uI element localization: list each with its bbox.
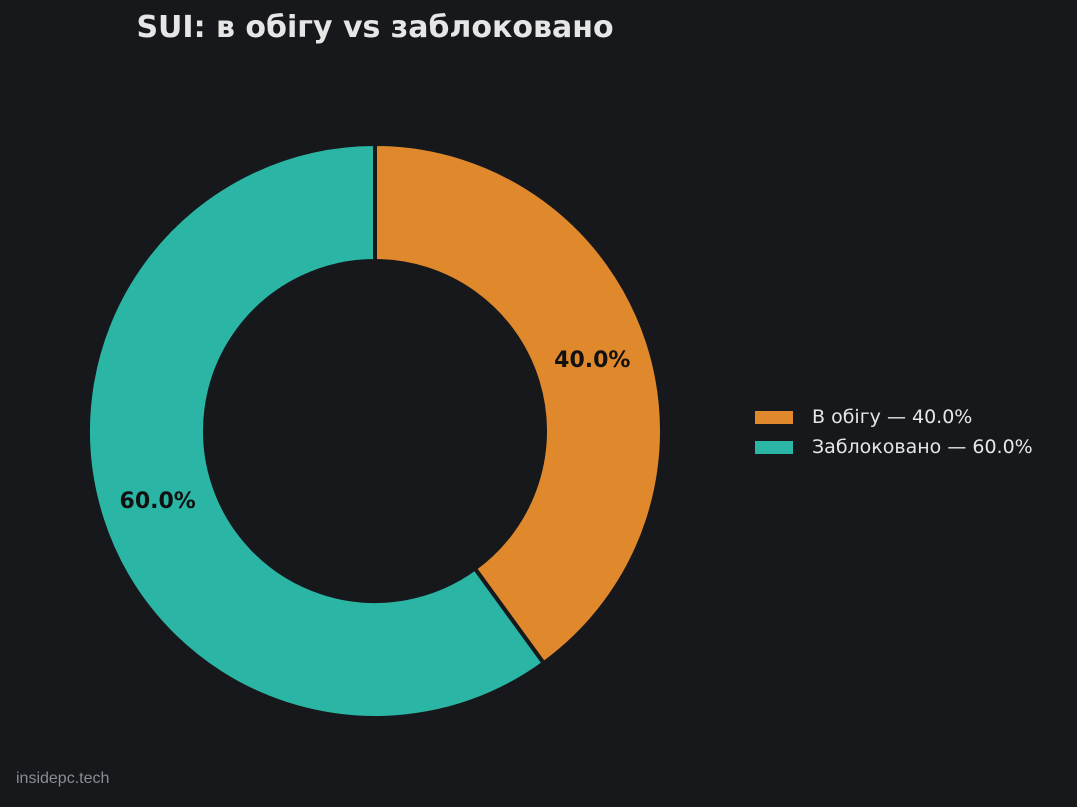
legend-label-locked: Заблоковано — 60.0% (812, 436, 1033, 458)
slice-circulating (373, 142, 664, 666)
legend-swatch-circulating (755, 410, 793, 424)
legend: В обігу — 40.0% Заблоковано — 60.0% (755, 402, 1033, 462)
legend-item-locked: Заблоковано — 60.0% (755, 432, 1033, 462)
watermark: insidepc.tech (16, 770, 110, 787)
legend-swatch-locked (755, 440, 793, 454)
legend-label-circulating: В обігу — 40.0% (812, 406, 973, 428)
chart-title: SUI: в обігу vs заблоковано (136, 10, 614, 45)
slice-locked (86, 142, 546, 720)
slice-label-1: 60.0% (120, 489, 196, 514)
slice-label-0: 40.0% (554, 348, 630, 373)
legend-item-circulating: В обігу — 40.0% (755, 402, 1033, 432)
